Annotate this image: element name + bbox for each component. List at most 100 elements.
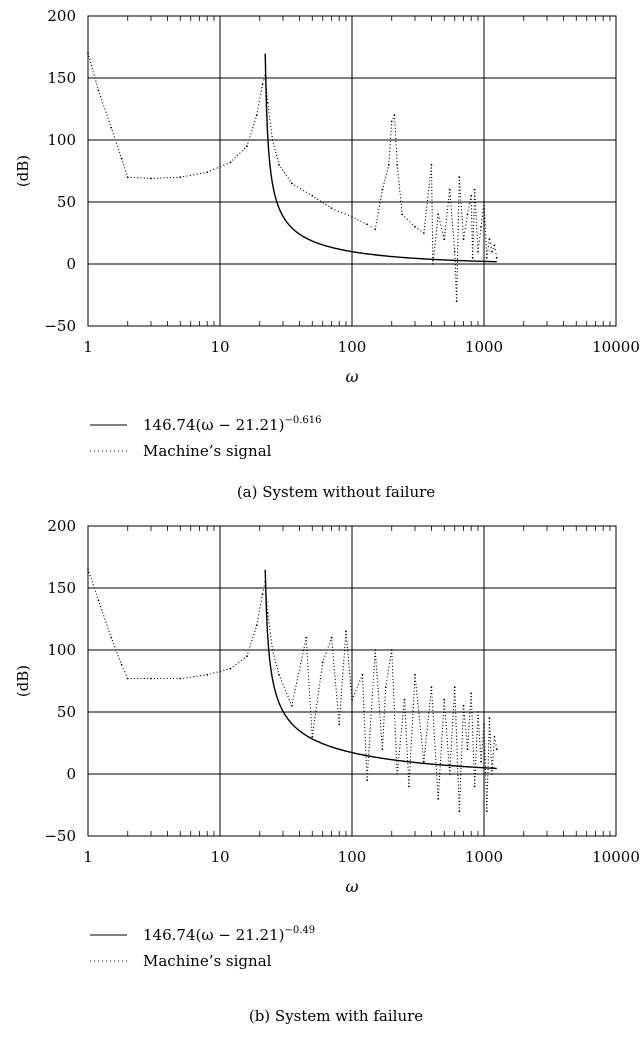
signal-dot — [350, 689, 352, 691]
signal-dot — [467, 210, 469, 212]
signal-dot — [483, 733, 485, 735]
signal-dot — [476, 730, 478, 733]
signal-dot — [410, 749, 412, 751]
signal-dot — [381, 192, 383, 194]
signal-point — [387, 163, 390, 166]
signal-point — [229, 667, 232, 670]
signal-dot — [451, 221, 453, 223]
signal-dot — [452, 224, 454, 227]
signal-dot — [456, 290, 458, 293]
signal-dot — [425, 216, 427, 218]
signal-dot — [287, 695, 289, 698]
signal-dot — [476, 228, 478, 230]
signal-dot — [420, 735, 422, 737]
signal-point — [120, 663, 123, 666]
signal-dot — [427, 193, 429, 195]
signal-dot — [471, 218, 473, 220]
signal-dot — [456, 277, 458, 279]
signal-dot — [470, 702, 473, 704]
signal-dot — [485, 788, 487, 790]
signal-dot — [399, 741, 401, 743]
signal-dot — [394, 714, 396, 716]
signal-dot — [470, 204, 473, 207]
signal-dot — [448, 763, 450, 765]
signal-point — [271, 139, 274, 141]
signal-dot — [417, 709, 420, 711]
signal-dot — [406, 756, 409, 759]
signal-dot — [488, 730, 490, 732]
signal-dot — [143, 177, 145, 179]
signal-dot — [341, 682, 343, 684]
signal-dot — [460, 757, 463, 760]
signal-point — [278, 163, 280, 166]
signal-dot — [428, 712, 430, 714]
signal-dot — [263, 79, 265, 81]
signal-dot — [462, 711, 464, 713]
signal-dot — [256, 621, 259, 623]
signal-dot — [280, 680, 283, 682]
signal-dot — [349, 676, 351, 678]
signal-dot — [445, 721, 447, 723]
signal-dot — [414, 680, 416, 682]
signal-dot — [427, 196, 429, 198]
signal-dot — [471, 214, 473, 216]
signal-dot — [455, 712, 457, 714]
signal-dot — [363, 707, 365, 709]
signal-point — [255, 114, 258, 117]
signal-point — [448, 773, 451, 775]
signal-dot — [96, 596, 99, 598]
signal-dot — [458, 797, 460, 799]
signal-dot — [472, 237, 474, 239]
signal-dot — [444, 231, 446, 234]
signal-dot — [427, 190, 430, 192]
signal-dot — [354, 217, 356, 219]
x-tick-label: 10 — [210, 338, 229, 356]
signal-dot — [116, 145, 119, 147]
signal-dot — [476, 740, 478, 742]
signal-dot — [459, 189, 461, 191]
signal-dot — [465, 224, 467, 226]
signal-dot — [452, 231, 454, 233]
signal-dot — [477, 718, 479, 720]
signal-dot — [424, 222, 426, 224]
signal-dot — [186, 175, 188, 177]
signal-dot — [384, 706, 386, 708]
signal-dot — [482, 212, 484, 214]
signal-dot — [457, 781, 459, 783]
signal-dot — [362, 697, 365, 699]
x-tick-label: 1000 — [465, 848, 503, 866]
signal-dot — [454, 260, 456, 263]
signal-dot — [432, 253, 434, 255]
signal-dot — [376, 668, 378, 670]
signal-dot — [176, 176, 178, 178]
signal-dot — [257, 617, 259, 619]
y-tick-labels: −50 0 50 100 150 200 — [44, 7, 76, 335]
signal-dot — [456, 267, 458, 270]
signal-dot — [396, 770, 399, 772]
signal-dot — [390, 137, 392, 139]
signal-dot — [471, 234, 473, 236]
signal-dot — [341, 678, 344, 681]
signal-dot — [475, 215, 477, 217]
signal-dot — [382, 742, 384, 744]
signal-dot — [367, 766, 369, 768]
signal-dot — [309, 704, 311, 706]
signal-dot — [472, 244, 474, 246]
signal-dot — [364, 733, 366, 735]
signal-dot — [328, 643, 330, 645]
signal-dot — [475, 753, 477, 755]
signal-point — [488, 238, 491, 241]
signal-dot — [434, 745, 436, 747]
signal-dot — [355, 689, 357, 691]
signal-dot — [492, 756, 494, 758]
signal-dot — [469, 712, 471, 714]
signal-dot — [406, 740, 408, 742]
signal-dot — [426, 206, 428, 208]
chart-with-failure: 1 10 100 1000 10000 −50 0 50 100 150 200 (dB) ω 1… — [14, 517, 640, 1025]
signal-dot — [313, 726, 315, 728]
signal-dot — [490, 756, 492, 759]
signal-dot — [411, 723, 413, 725]
signal-dot — [90, 61, 92, 64]
signal-point — [477, 711, 479, 713]
signal-dot — [394, 121, 396, 123]
